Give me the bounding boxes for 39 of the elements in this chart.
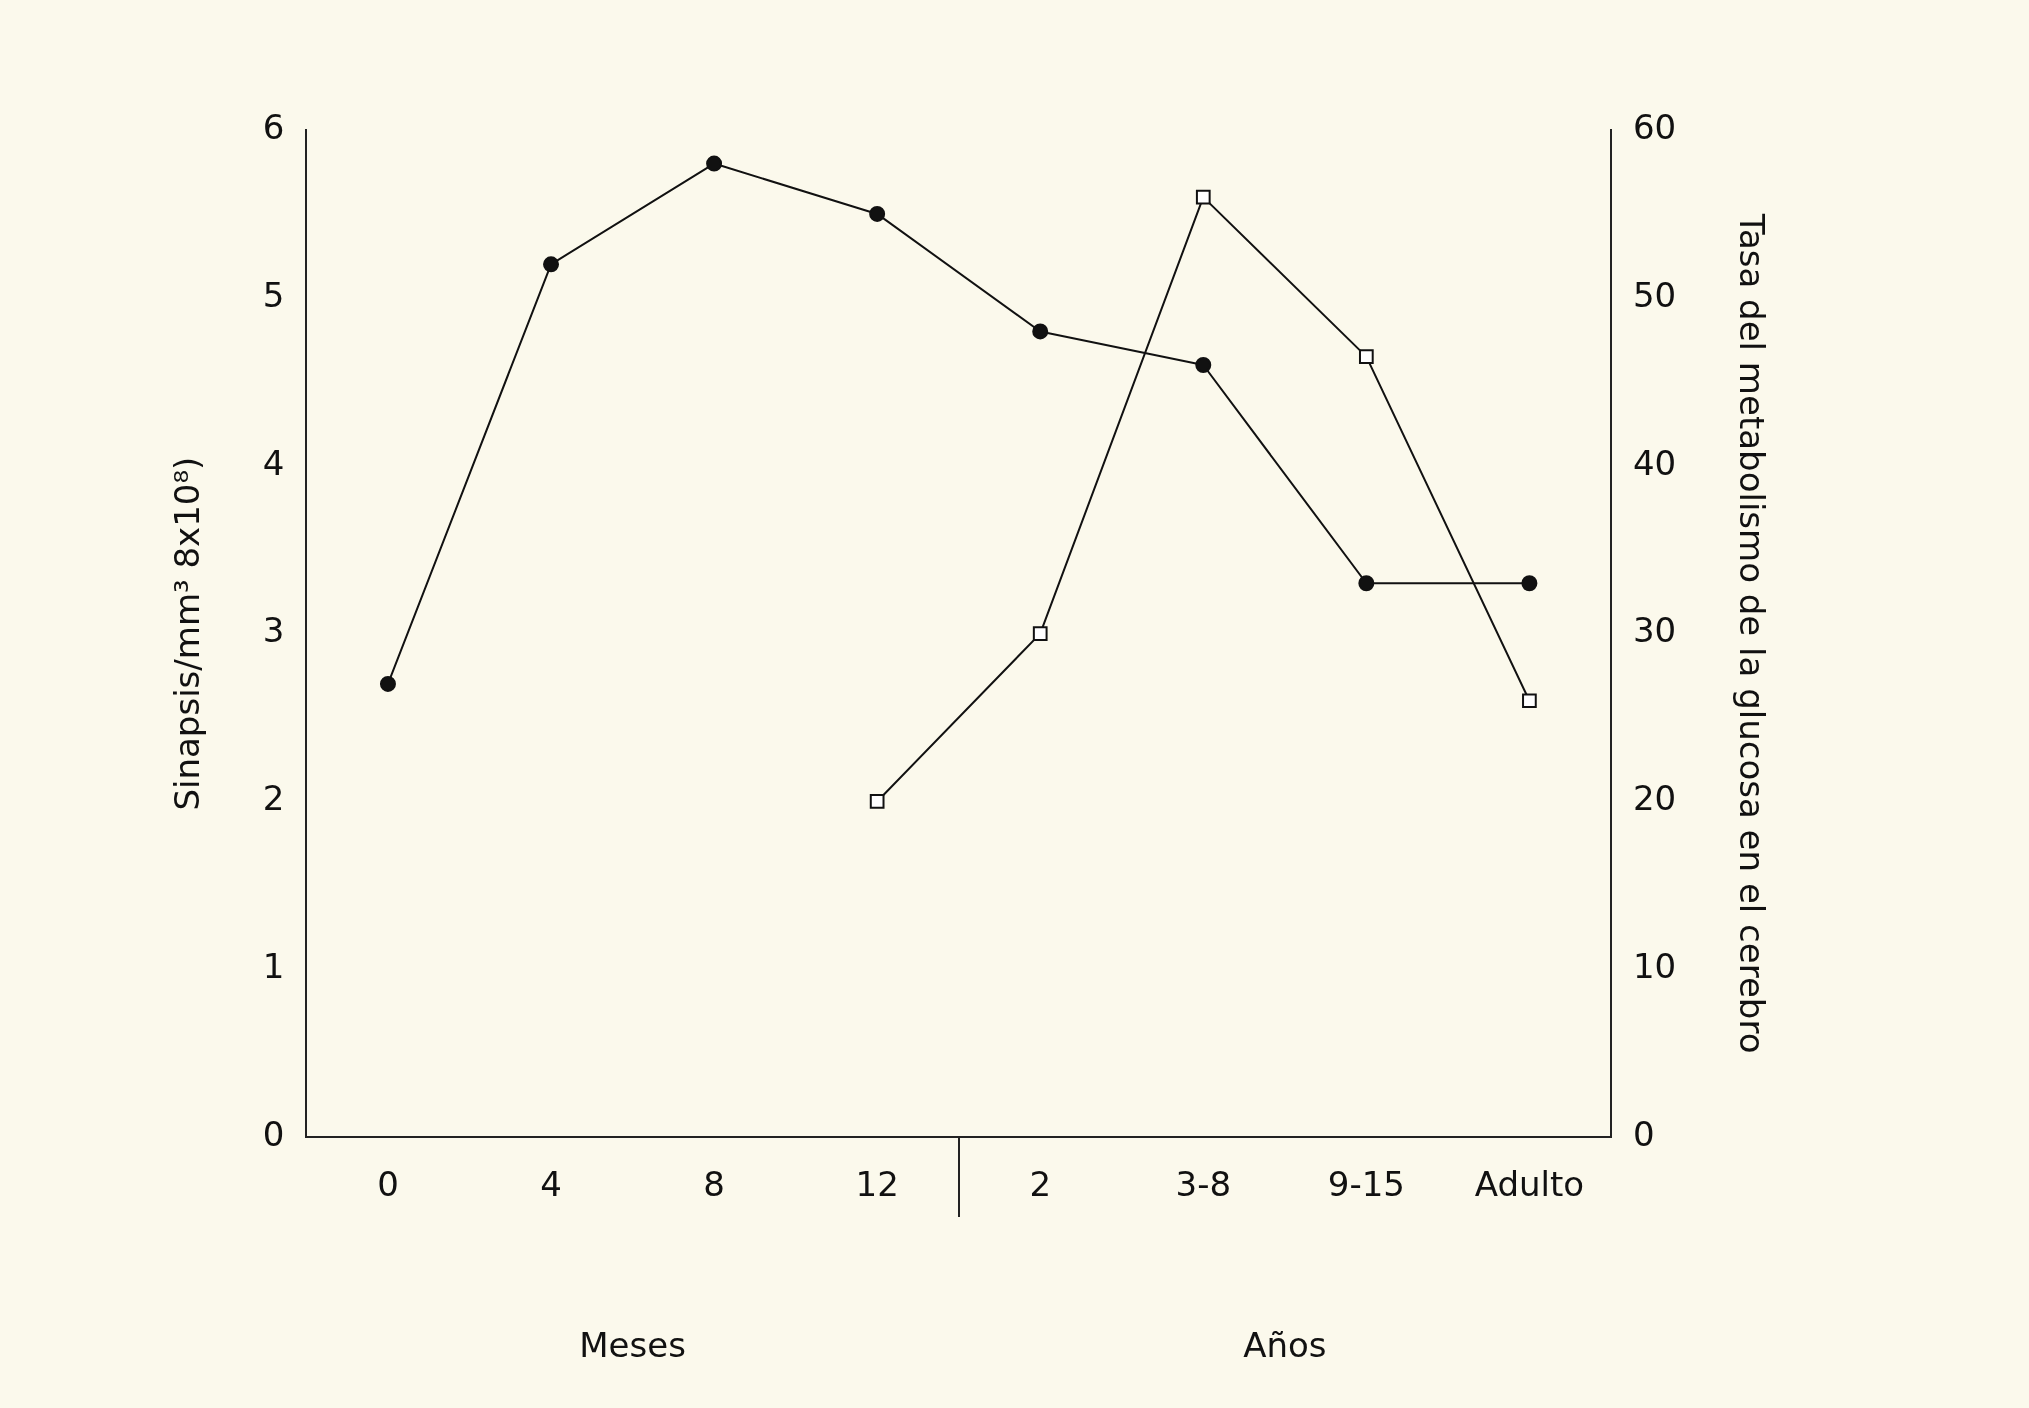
y2-tick-label: 40 [1632,442,1677,483]
point [1032,323,1049,340]
y-tick-label: 4 [262,442,285,483]
y-tick-label: 5 [262,274,285,315]
y2-axis-title: Tasa del metabolismo de la glucosa en el cerebro [1731,212,1772,1054]
y-tick-label: 0 [262,1114,285,1155]
x-tick-label: 2 [1029,1164,1052,1205]
point [1522,693,1537,709]
point [1358,575,1375,592]
y2-tick-label: 30 [1632,610,1677,651]
point [1195,189,1211,205]
x-tick-label: 8 [703,1164,725,1205]
point [869,205,886,222]
x-tick-label: 9-15 [1327,1164,1405,1205]
point [543,256,560,273]
y-tick-label: 1 [262,946,285,987]
x-tick-label: Adulto [1474,1164,1585,1205]
point [1521,575,1538,592]
text: Años [1243,1324,1327,1365]
y-tick-label: 2 [262,778,285,819]
x-tick-label: 4 [540,1164,562,1205]
y-tick-label: 6 [262,106,285,147]
y2-tick-label: 10 [1632,946,1677,987]
y-axis-title: Sinapsis/mm³ 8x10⁸) [167,456,208,811]
point [706,155,723,172]
x-tick-label: 0 [377,1164,399,1205]
point [1032,626,1048,641]
y2-tick-label: 50 [1632,274,1677,315]
x-tick-label: 3-8 [1175,1164,1232,1205]
text: Meses [579,1324,686,1365]
x-tick-label: 12 [855,1164,899,1205]
y-tick-label: 3 [262,610,285,651]
point [1358,349,1374,364]
point [869,794,885,809]
point [379,675,396,692]
y2-tick-label: 20 [1632,778,1677,819]
point [1195,357,1212,374]
y2-tick-label: 60 [1632,106,1677,147]
y2-tick-label: 0 [1632,1114,1655,1155]
